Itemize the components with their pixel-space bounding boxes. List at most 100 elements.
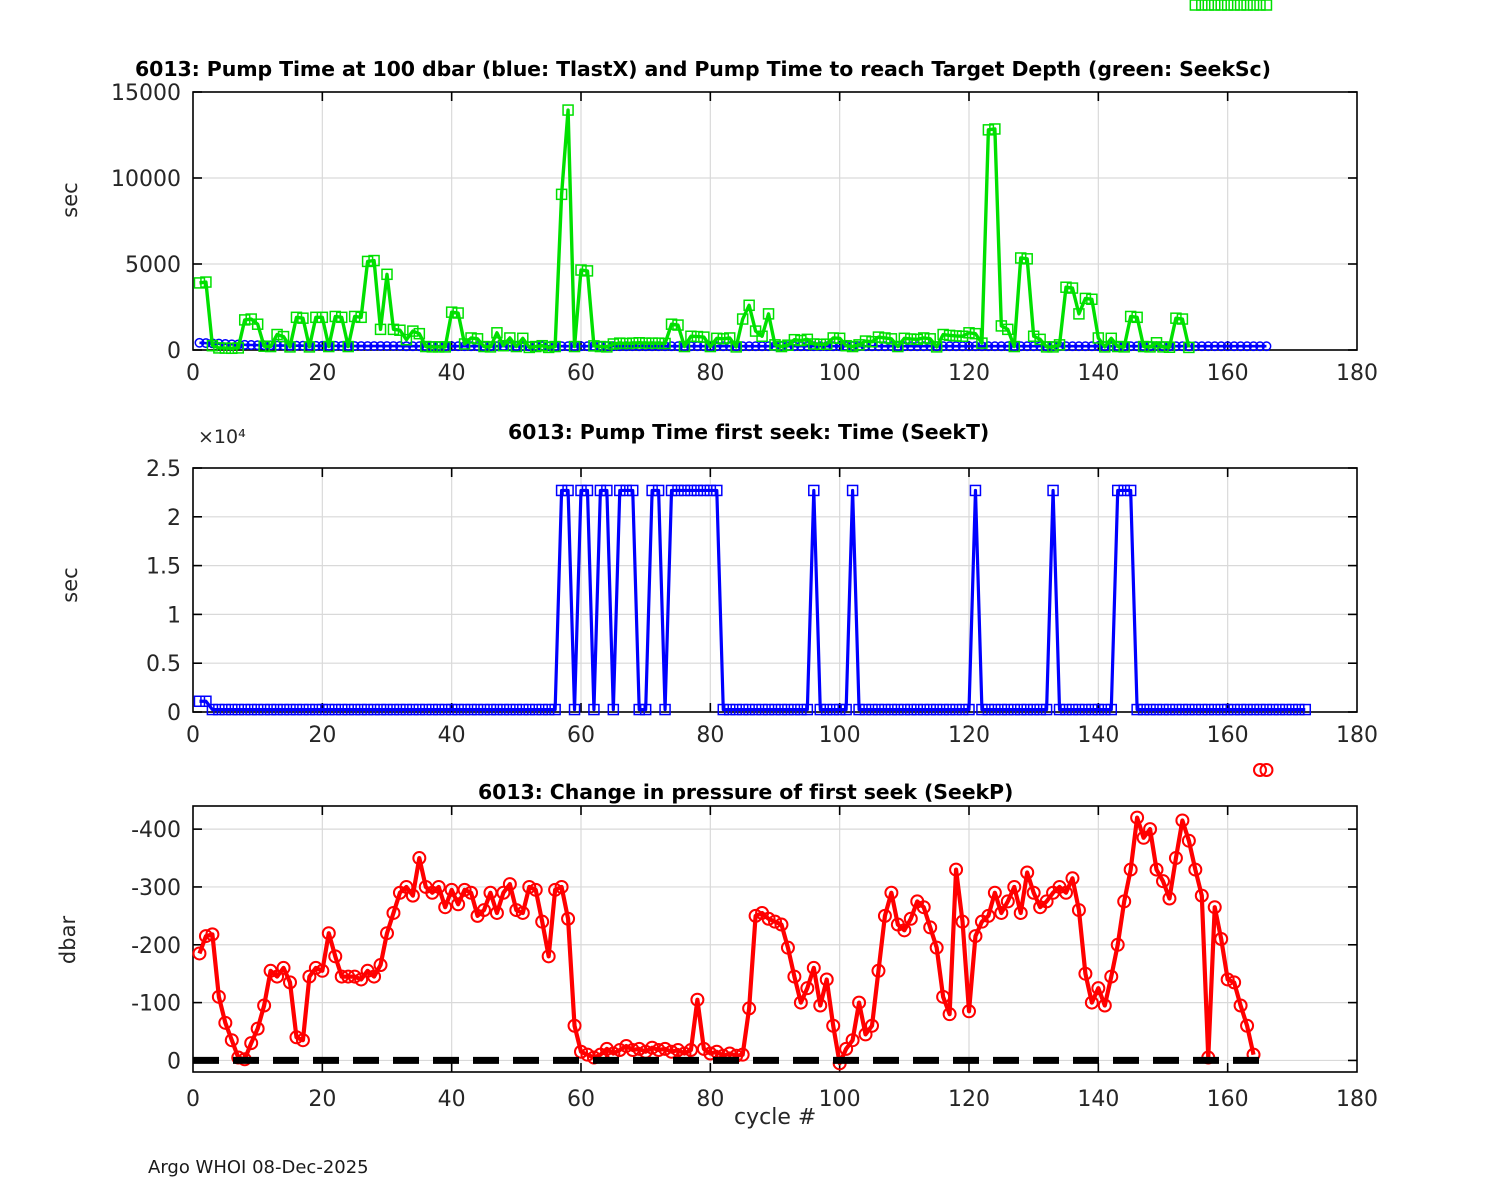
marker-seekt: [601, 484, 613, 497]
marker-seeksc: [452, 307, 464, 319]
marker-seekt: [911, 703, 924, 716]
panel2-grid: [193, 468, 1357, 712]
marker-seeksc: [691, 330, 704, 343]
figure-footer: Argo WHOI 08-Dec-2025: [148, 1157, 369, 1178]
marker-seekt: [1008, 703, 1021, 716]
marker-seekt: [510, 703, 523, 716]
marker-seekp: [1059, 885, 1073, 900]
marker-seekt: [840, 703, 852, 716]
marker-seekt: [342, 703, 354, 716]
panel3-xtick: 60: [567, 1087, 595, 1112]
marker-seeksc: [303, 341, 316, 353]
marker-seeksc: [969, 327, 982, 340]
marker-seekt: [1286, 703, 1299, 716]
marker-seeksc: [982, 124, 995, 136]
marker-seekp: [1007, 879, 1022, 894]
marker-seekt: [652, 484, 665, 497]
marker-seekp: [192, 946, 207, 961]
marker-seekt: [678, 484, 691, 497]
marker-seekp: [1188, 862, 1203, 877]
marker-seekt: [517, 703, 529, 716]
marker-seekt: [348, 703, 361, 716]
marker-seeksc: [956, 330, 969, 342]
marker-seekt: [639, 703, 652, 716]
series-line-seekt: [199, 488, 1306, 712]
marker-tlastx: [194, 337, 205, 348]
marker-seeksc: [1157, 341, 1169, 353]
panel2-xtick: 40: [438, 723, 466, 748]
marker-seekt: [762, 703, 775, 716]
marker-seeksc: [193, 277, 206, 289]
marker-seeksc: [542, 341, 555, 354]
marker-seeksc: [568, 340, 581, 353]
marker-seekt: [775, 703, 788, 716]
marker-tlastx: [369, 341, 380, 351]
marker-seeksc: [762, 308, 775, 320]
marker-seeksc: [989, 123, 1001, 135]
marker-seekt: [549, 703, 561, 716]
marker-seeksc: [730, 341, 742, 353]
marker-seekt: [232, 703, 245, 716]
marker-seekt: [1189, 703, 1202, 716]
marker-seeksc: [788, 333, 801, 346]
marker-seeksc: [368, 254, 380, 267]
marker-seeksc: [342, 340, 354, 353]
marker-seekp: [955, 914, 970, 929]
marker-seekp: [328, 949, 343, 964]
marker-seekt: [866, 703, 878, 716]
panel1-ytick: 0: [167, 339, 181, 364]
marker-seekt: [374, 703, 387, 716]
marker-seekt: [1099, 703, 1111, 716]
panel2-xtick: 100: [819, 723, 861, 748]
marker-seeksc: [284, 341, 296, 353]
marker-seekt: [950, 703, 962, 716]
marker-seekt: [484, 703, 497, 716]
marker-seekt: [1176, 703, 1189, 716]
marker-seekt: [497, 703, 510, 716]
marker-seekt: [1273, 703, 1286, 716]
marker-seekp: [1214, 932, 1229, 946]
marker-seekt: [361, 703, 374, 716]
marker-seeksc: [736, 313, 749, 325]
marker-seekp: [819, 972, 834, 987]
marker-seekt: [943, 703, 956, 716]
marker-seekp: [412, 851, 427, 866]
marker-seekt: [1073, 703, 1085, 716]
marker-seekp: [826, 1018, 841, 1033]
marker-seekt: [193, 695, 206, 708]
marker-seekt: [995, 703, 1008, 716]
marker-seekt: [1053, 703, 1066, 716]
marker-seekp: [683, 1043, 698, 1058]
marker-seekt: [290, 703, 303, 716]
marker-seekt: [588, 703, 600, 716]
marker-tlastx: [1015, 341, 1026, 352]
marker-tlastx: [291, 340, 302, 351]
marker-seekt: [801, 703, 814, 716]
marker-seekp: [703, 1046, 718, 1061]
marker-seekt: [258, 703, 270, 716]
marker-seekt: [387, 703, 400, 716]
marker-tlastx: [757, 341, 768, 352]
marker-seekt: [1241, 703, 1253, 716]
marker-seeksc: [504, 332, 516, 344]
marker-seekt: [691, 484, 704, 497]
marker-seekt: [607, 703, 620, 716]
marker-seeksc: [963, 327, 975, 339]
marker-seeksc: [846, 340, 859, 353]
marker-seekp: [813, 998, 828, 1013]
marker-seeksc: [814, 338, 827, 351]
marker-seeksc: [756, 330, 768, 342]
marker-seeksc: [1144, 341, 1156, 353]
marker-seekt: [1228, 703, 1240, 716]
marker-tlastx: [737, 341, 748, 352]
marker-seeksc: [924, 333, 936, 345]
marker-seeksc: [1176, 313, 1189, 325]
marker-seekp: [451, 897, 466, 912]
marker-seekp: [929, 940, 944, 955]
marker-seekt: [879, 703, 891, 716]
marker-seeksc: [943, 329, 956, 342]
marker-seekp: [574, 1044, 588, 1059]
marker-tlastx: [1177, 341, 1188, 352]
panel1-xtick: 40: [438, 361, 466, 386]
marker-seekt: [1002, 703, 1014, 716]
